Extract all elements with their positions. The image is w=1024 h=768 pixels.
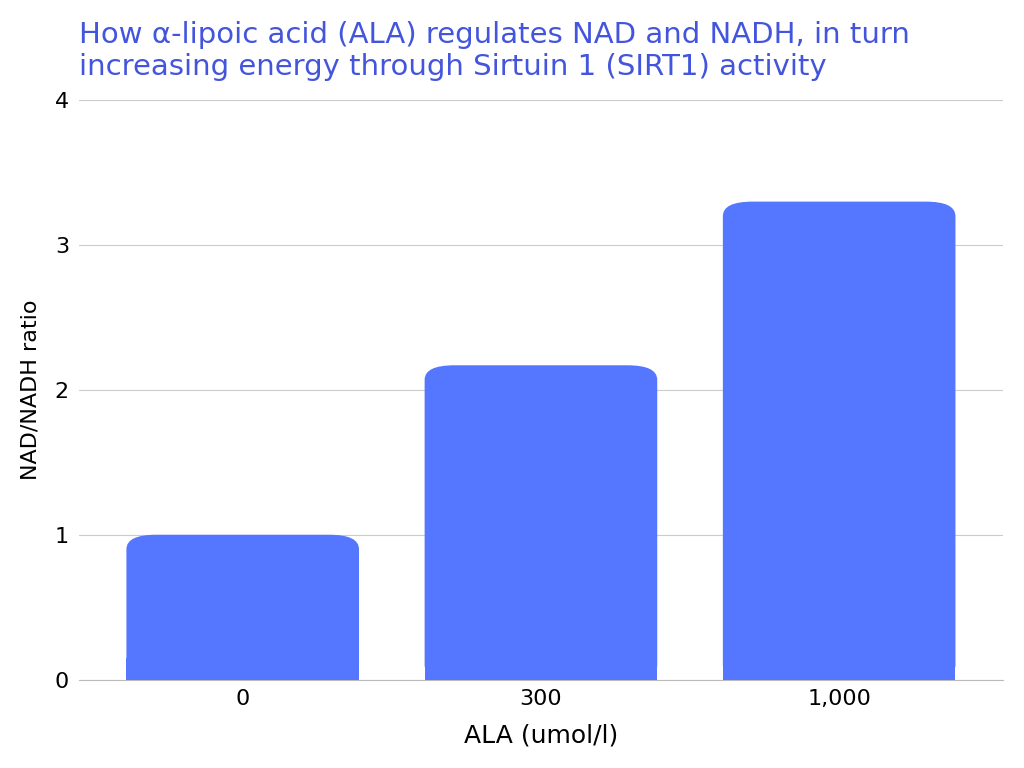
FancyBboxPatch shape bbox=[425, 366, 657, 680]
FancyBboxPatch shape bbox=[425, 658, 657, 680]
FancyBboxPatch shape bbox=[723, 658, 955, 680]
FancyBboxPatch shape bbox=[126, 535, 359, 680]
Text: How α-lipoic acid (ALA) regulates NAD and NADH, in turn
increasing energy throug: How α-lipoic acid (ALA) regulates NAD an… bbox=[79, 21, 909, 81]
X-axis label: ALA (umol/l): ALA (umol/l) bbox=[464, 723, 618, 747]
FancyBboxPatch shape bbox=[126, 658, 359, 680]
FancyBboxPatch shape bbox=[723, 202, 955, 680]
Y-axis label: NAD/NADH ratio: NAD/NADH ratio bbox=[20, 300, 41, 480]
